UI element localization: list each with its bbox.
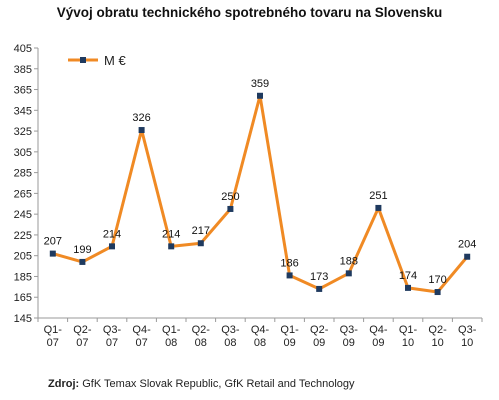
data-label: 174 bbox=[399, 270, 417, 282]
y-tick-label: 405 bbox=[14, 43, 32, 55]
data-point bbox=[227, 205, 234, 212]
data-point bbox=[257, 92, 263, 99]
data-point bbox=[138, 127, 145, 134]
y-tick-label: 365 bbox=[14, 85, 32, 97]
x-tick-label: Q2-08 bbox=[192, 324, 211, 349]
y-tick-label: 225 bbox=[14, 230, 32, 242]
x-tick-label: Q2-10 bbox=[428, 324, 447, 349]
x-tick-label: Q4-09 bbox=[369, 324, 388, 349]
x-tick-label: Q2-09 bbox=[310, 324, 329, 349]
y-tick-label: 145 bbox=[14, 313, 32, 325]
y-tick-label: 165 bbox=[14, 292, 32, 304]
y-tick-label: 205 bbox=[14, 251, 32, 263]
x-tick-label: Q4-07 bbox=[132, 324, 151, 349]
x-tick-label: Q1-08 bbox=[162, 324, 181, 349]
data-point bbox=[79, 258, 86, 265]
source-text: GfK Temax Slovak Republic, GfK Retail an… bbox=[79, 378, 355, 390]
y-tick-label: 265 bbox=[14, 188, 32, 200]
x-tick-label: Q3-10 bbox=[458, 324, 477, 349]
x-tick-label: Q1-07 bbox=[44, 324, 63, 349]
data-label: 186 bbox=[280, 257, 298, 269]
data-point bbox=[49, 250, 56, 257]
y-tick-label: 385 bbox=[14, 64, 32, 76]
y-tick-label: 325 bbox=[14, 126, 32, 138]
data-label: 250 bbox=[221, 191, 239, 203]
data-label: 204 bbox=[458, 239, 476, 251]
legend-label: M € bbox=[104, 53, 126, 68]
x-tick-label: Q1-09 bbox=[280, 324, 299, 349]
series-line bbox=[52, 94, 469, 294]
legend-marker bbox=[80, 57, 86, 63]
data-point bbox=[109, 243, 115, 250]
data-point bbox=[375, 204, 382, 211]
x-tick-label: Q2-07 bbox=[73, 324, 92, 349]
data-label: 359 bbox=[251, 78, 269, 90]
x-tick-label: Q3-07 bbox=[103, 324, 122, 349]
data-point bbox=[316, 285, 323, 292]
y-tick-label: 345 bbox=[14, 105, 32, 117]
data-point bbox=[405, 284, 411, 291]
x-tick-label: Q1-10 bbox=[399, 324, 418, 349]
data-label: 170 bbox=[428, 274, 446, 286]
data-label: 199 bbox=[73, 244, 91, 256]
data-label: 326 bbox=[132, 112, 150, 124]
data-label: 207 bbox=[44, 236, 62, 248]
data-label: 251 bbox=[369, 190, 387, 202]
data-label: 214 bbox=[162, 228, 180, 240]
x-tick-label: Q3-09 bbox=[340, 324, 359, 349]
y-tick-label: 285 bbox=[14, 168, 32, 180]
data-point bbox=[464, 253, 471, 260]
data-point bbox=[345, 270, 352, 277]
data-label: 188 bbox=[340, 255, 358, 267]
y-tick-label: 245 bbox=[14, 209, 32, 221]
data-point bbox=[286, 272, 293, 279]
chart-title: Vývoj obratu technického spotrebného tov… bbox=[56, 5, 443, 20]
source-label: Zdroj: bbox=[48, 378, 80, 390]
y-tick-label: 305 bbox=[14, 147, 32, 159]
data-point bbox=[168, 243, 175, 250]
data-point bbox=[434, 289, 441, 296]
data-label: 217 bbox=[192, 225, 210, 237]
y-tick-label: 185 bbox=[14, 271, 32, 283]
data-label: 173 bbox=[310, 271, 328, 283]
source-note: Zdroj: GfK Temax Slovak Republic, GfK Re… bbox=[48, 378, 355, 390]
x-tick-label: Q3-08 bbox=[221, 324, 240, 349]
x-tick-label: Q4-08 bbox=[251, 324, 270, 349]
data-point bbox=[197, 240, 204, 247]
data-label: 214 bbox=[103, 228, 121, 240]
